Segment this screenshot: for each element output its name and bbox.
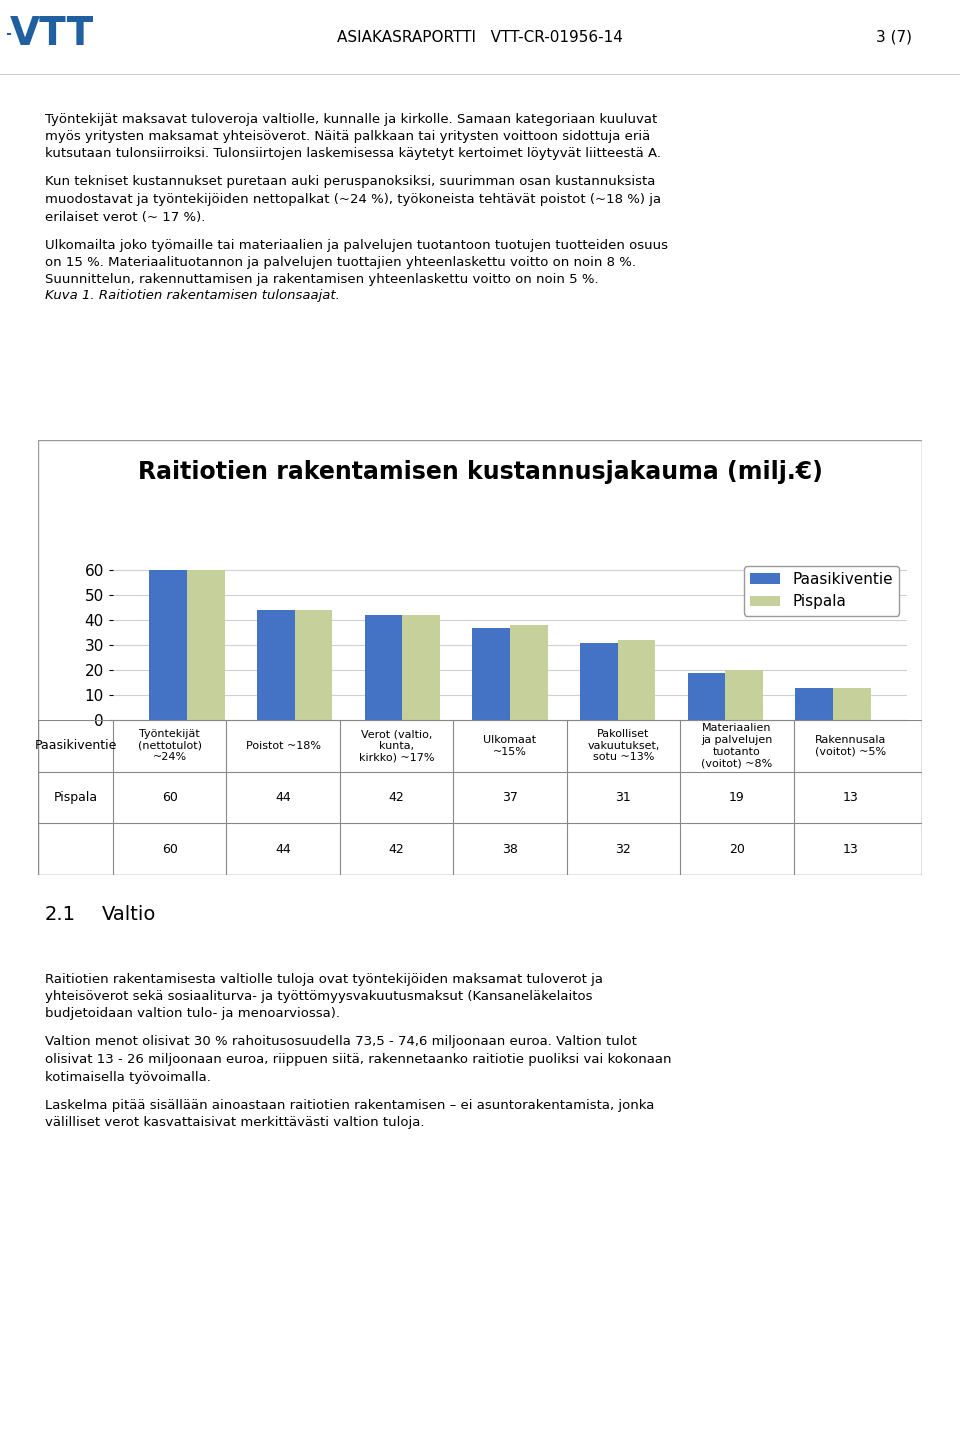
Bar <box>402 616 440 720</box>
Text: 19: 19 <box>729 791 745 804</box>
Bar <box>833 688 871 720</box>
Bar <box>257 610 295 720</box>
Text: 42: 42 <box>389 791 404 804</box>
Text: Valtion menot olisivat 30 % rahoitusosuudella 73,5 - 74,6 miljoonaan euroa. Valt: Valtion menot olisivat 30 % rahoitusosuu… <box>45 1035 636 1048</box>
Text: Paasikiventie: Paasikiventie <box>35 739 117 752</box>
Text: Laskelma pitää sisällään ainoastaan raitiotien rakentamisen – ei asuntorakentami: Laskelma pitää sisällään ainoastaan rait… <box>45 1099 655 1111</box>
Text: myös yritysten maksamat yhteisöverot. Näitä palkkaan tai yritysten voittoon sido: myös yritysten maksamat yhteisöverot. Nä… <box>45 131 650 142</box>
Text: kotimaisella työvoimalla.: kotimaisella työvoimalla. <box>45 1070 211 1083</box>
Text: 38: 38 <box>502 842 518 855</box>
Text: ASIAKASRAPORTTI   VTT-CR-01956-14: ASIAKASRAPORTTI VTT-CR-01956-14 <box>337 30 623 45</box>
Text: 13: 13 <box>843 842 858 855</box>
Text: 44: 44 <box>276 791 291 804</box>
Bar <box>580 643 617 720</box>
Text: Ulkomaat
~15%: Ulkomaat ~15% <box>484 735 537 756</box>
Text: 20: 20 <box>729 842 745 855</box>
Text: olisivat 13 - 26 miljoonaan euroa, riippuen siitä, rakennetaanko raitiotie puoli: olisivat 13 - 26 miljoonaan euroa, riipp… <box>45 1053 671 1066</box>
Text: Ulkomailta joko työmaille tai materiaalien ja palvelujen tuotantoon tuotujen tuo: Ulkomailta joko työmaille tai materiaali… <box>45 238 668 251</box>
Text: 2.1: 2.1 <box>45 906 76 925</box>
Bar <box>796 688 833 720</box>
Text: 32: 32 <box>615 842 632 855</box>
Text: Valtio: Valtio <box>102 906 156 925</box>
Text: budjetoidaan valtion tulo- ja menoarviossa).: budjetoidaan valtion tulo- ja menoarvios… <box>45 1008 340 1021</box>
Text: Työntekijät maksavat tuloveroja valtiolle, kunnalle ja kirkolle. Samaan kategori: Työntekijät maksavat tuloveroja valtioll… <box>45 112 658 125</box>
Bar <box>365 616 402 720</box>
Bar <box>149 571 187 720</box>
Text: kutsutaan tulonsiirroiksi. Tulonsiirtojen laskemisessa käytetyt kertoimet löytyv: kutsutaan tulonsiirroiksi. Tulonsiirtoje… <box>45 148 661 161</box>
Text: muodostavat ja työntekijöiden nettopalkat (~24 %), työkoneista tehtävät poistot : muodostavat ja työntekijöiden nettopalka… <box>45 193 661 206</box>
Bar <box>726 671 763 720</box>
Legend: Paasikiventie, Pispala: Paasikiventie, Pispala <box>744 566 900 616</box>
Bar <box>617 640 656 720</box>
Text: 60: 60 <box>162 842 178 855</box>
Text: välilliset verot kasvattaisivat merkittävästi valtion tuloja.: välilliset verot kasvattaisivat merkittä… <box>45 1117 424 1130</box>
Text: Suunnittelun, rakennuttamisen ja rakentamisen yhteenlaskettu voitto on noin 5 %.: Suunnittelun, rakennuttamisen ja rakenta… <box>45 273 599 286</box>
Text: Raitiotien rakentamisesta valtiolle tuloja ovat työntekijöiden maksamat tulovero: Raitiotien rakentamisesta valtiolle tulo… <box>45 973 603 986</box>
Text: Kuva 1. Raitiotien rakentamisen tulonsaajat.: Kuva 1. Raitiotien rakentamisen tulonsaa… <box>45 289 340 302</box>
Text: erilaiset verot (~ 17 %).: erilaiset verot (~ 17 %). <box>45 211 205 224</box>
Text: on 15 %. Materiaalituotannon ja palvelujen tuottajien yhteenlaskettu voitto on n: on 15 %. Materiaalituotannon ja palveluj… <box>45 256 636 269</box>
Text: Työntekijät
(nettotulot)
~24%: Työntekijät (nettotulot) ~24% <box>137 729 202 762</box>
Text: 44: 44 <box>276 842 291 855</box>
Text: 3 (7): 3 (7) <box>876 30 912 45</box>
Text: 37: 37 <box>502 791 518 804</box>
Bar <box>187 571 225 720</box>
Text: Rakennusala
(voitot) ~5%: Rakennusala (voitot) ~5% <box>815 735 886 756</box>
Text: yhteisöverot sekä sosiaaliturva- ja työttömyysvakuutusmaksut (Kansaneläkelaitos: yhteisöverot sekä sosiaaliturva- ja työt… <box>45 990 592 1003</box>
Text: VTT: VTT <box>10 15 94 52</box>
Bar <box>510 626 548 720</box>
Bar <box>687 672 726 720</box>
Text: Pispala: Pispala <box>54 791 98 804</box>
Bar <box>472 627 510 720</box>
Text: Pakolliset
vakuutukset,
sotu ~13%: Pakolliset vakuutukset, sotu ~13% <box>588 729 660 762</box>
Bar <box>295 610 332 720</box>
Text: 42: 42 <box>389 842 404 855</box>
Text: 13: 13 <box>843 791 858 804</box>
Text: 31: 31 <box>615 791 632 804</box>
Text: Kun tekniset kustannukset puretaan auki peruspanoksiksi, suurimman osan kustannu: Kun tekniset kustannukset puretaan auki … <box>45 176 656 189</box>
Text: Poistot ~18%: Poistot ~18% <box>246 741 321 751</box>
Text: Raitiotien rakentamisen kustannusjakauma (milj.€): Raitiotien rakentamisen kustannusjakauma… <box>137 460 823 485</box>
Text: 60: 60 <box>162 791 178 804</box>
Text: Materiaalien
ja palvelujen
tuotanto
(voitot) ~8%: Materiaalien ja palvelujen tuotanto (voi… <box>701 723 773 768</box>
Text: Verot (valtio,
kunta,
kirkko) ~17%: Verot (valtio, kunta, kirkko) ~17% <box>359 729 434 762</box>
